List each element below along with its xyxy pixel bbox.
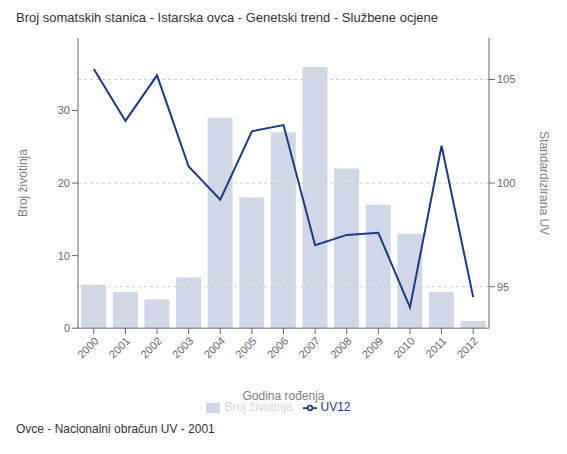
svg-text:2001: 2001 xyxy=(107,335,133,361)
html-text:UV12: UV12 xyxy=(320,400,351,415)
svg-text:Broj životinja: Broj životinja xyxy=(16,149,30,217)
svg-text:105: 105 xyxy=(497,73,515,85)
html-text:Broj životinja: Broj životinja xyxy=(224,400,293,415)
svg-text:2011: 2011 xyxy=(423,335,448,360)
svg-text:10: 10 xyxy=(58,250,70,262)
svg-text:2000: 2000 xyxy=(75,335,101,361)
svg-text:Godina rođenja: Godina rođenja xyxy=(242,389,324,403)
svg-text:2007: 2007 xyxy=(296,335,322,361)
svg-text:0: 0 xyxy=(64,322,70,334)
svg-text:20: 20 xyxy=(58,177,70,189)
svg-text:100: 100 xyxy=(497,177,515,189)
svg-text:2008: 2008 xyxy=(328,335,354,361)
svg-text:2012: 2012 xyxy=(454,335,480,361)
svg-text:2004: 2004 xyxy=(201,335,227,361)
html-text:Ovce - Nacionalni obračun UV -: Ovce - Nacionalni obračun UV - 2001 xyxy=(16,422,215,436)
svg-text:Standardizirana UV: Standardizirana UV xyxy=(537,131,551,235)
svg-text:2003: 2003 xyxy=(170,335,196,361)
svg-text:2009: 2009 xyxy=(359,335,385,361)
svg-text:95: 95 xyxy=(497,281,509,293)
html-text:Broj somatskih stanica - Istar: Broj somatskih stanica - Istarska ovca -… xyxy=(16,10,438,25)
svg-text:2006: 2006 xyxy=(265,335,291,361)
svg-text:2005: 2005 xyxy=(233,335,259,361)
svg-text:2002: 2002 xyxy=(138,335,164,361)
svg-text:30: 30 xyxy=(58,104,70,116)
svg-text:2010: 2010 xyxy=(391,335,417,361)
